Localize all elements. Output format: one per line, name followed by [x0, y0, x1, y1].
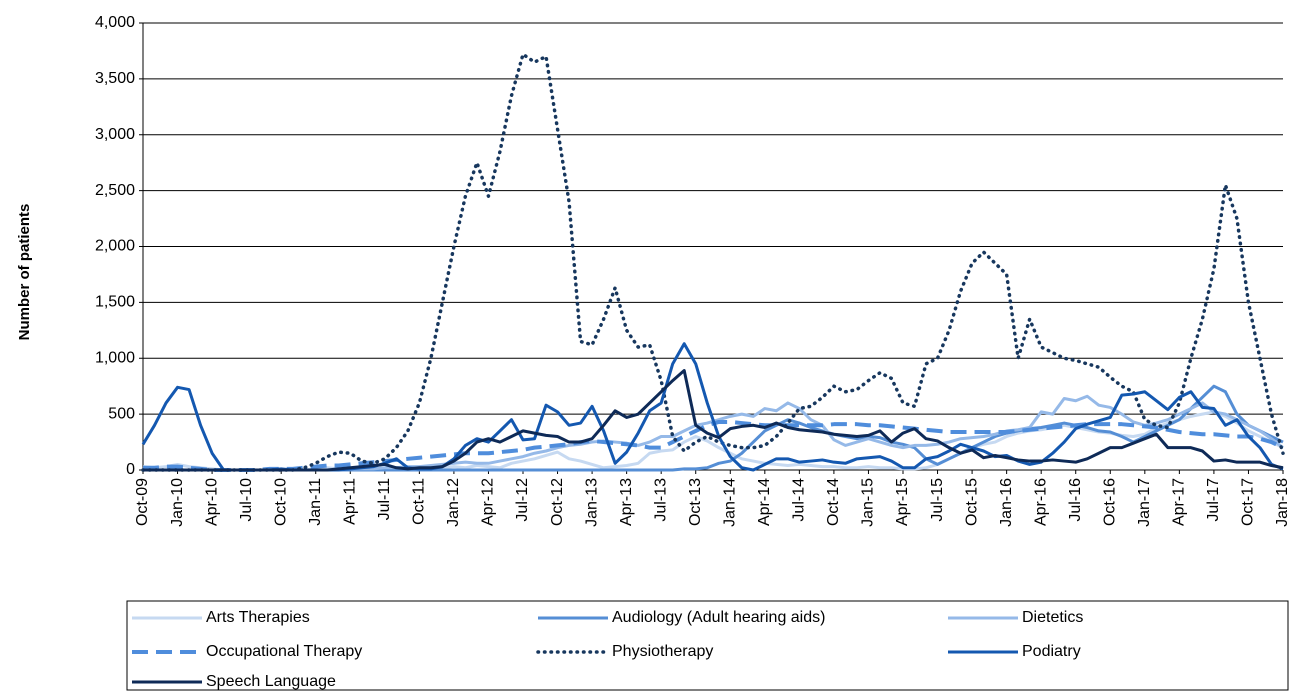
x-tick-label: Jul-10	[238, 478, 255, 522]
x-tick-label: Apr-16	[1032, 478, 1049, 526]
series-line	[143, 369, 1284, 472]
y-tick-label: 2,500	[95, 182, 135, 199]
x-tick-label: Jul-11	[376, 478, 393, 520]
x-tick-label: Apr-13	[618, 478, 635, 526]
x-tick-label: Oct-15	[963, 478, 980, 526]
x-tick-label: Apr-12	[480, 478, 497, 526]
x-tick-label: Jul-16	[1067, 478, 1084, 522]
legend-label: Audiology (Adult hearing aids)	[612, 609, 825, 626]
x-tick-label: Jan-17	[1136, 478, 1153, 527]
x-tick-label: Oct-12	[549, 478, 566, 526]
x-tick-label: Jul-14	[791, 478, 808, 522]
legend-label: Podiatry	[1022, 643, 1081, 660]
y-tick-label: 3,000	[95, 126, 135, 143]
x-tick-label: Jan-16	[998, 478, 1015, 527]
x-tick-label: Jan-10	[169, 478, 186, 527]
y-tick-label: 3,500	[95, 70, 135, 87]
legend-label: Occupational Therapy	[206, 643, 362, 660]
series-line	[141, 52, 1285, 472]
y-tick-label: 4,000	[95, 14, 135, 31]
series-line	[143, 384, 1284, 472]
y-tick-label: 2,000	[95, 238, 135, 255]
x-tick-label: Jul-13	[652, 478, 669, 522]
x-tick-label: Jan-11	[307, 478, 324, 526]
x-tick-label: Oct-13	[687, 478, 704, 526]
y-tick-label: 0	[126, 461, 135, 478]
y-tick-label: 1,500	[95, 294, 135, 311]
x-tick-label: Jul-15	[929, 478, 946, 522]
x-tick-label: Jan-18	[1274, 478, 1289, 527]
x-tick-label: Apr-10	[203, 478, 220, 526]
x-tick-label: Oct-17	[1240, 478, 1257, 526]
x-tick-label: Jul-17	[1205, 478, 1222, 522]
y-tick-label: 1,000	[95, 349, 135, 366]
x-tick-label: Oct-11	[411, 478, 428, 525]
x-tick-label: Apr-15	[894, 478, 911, 526]
x-tick-label: Jan-13	[583, 478, 600, 527]
legend-label: Dietetics	[1022, 609, 1083, 626]
x-tick-label: Oct-09	[134, 478, 151, 526]
y-tick-label: 500	[108, 405, 135, 422]
x-tick-label: Oct-10	[272, 478, 289, 526]
legend-label: Arts Therapies	[206, 609, 310, 626]
legend-box	[126, 600, 1289, 691]
y-axis-title: Number of patients	[16, 204, 33, 341]
x-tick-label: Oct-14	[825, 478, 842, 526]
x-tick-label: Jul-12	[514, 478, 531, 522]
x-tick-label: Jan-14	[721, 478, 738, 527]
x-tick-label: Jan-12	[445, 478, 462, 527]
x-tick-label: Jan-15	[860, 478, 877, 527]
x-tick-label: Apr-14	[756, 478, 773, 526]
legend-label: Speech Language	[206, 673, 336, 690]
x-tick-label: Oct-16	[1101, 478, 1118, 526]
x-tick-label: Apr-11	[341, 478, 358, 525]
x-tick-label: Apr-17	[1171, 478, 1188, 526]
legend-label: Physiotherapy	[612, 643, 713, 660]
